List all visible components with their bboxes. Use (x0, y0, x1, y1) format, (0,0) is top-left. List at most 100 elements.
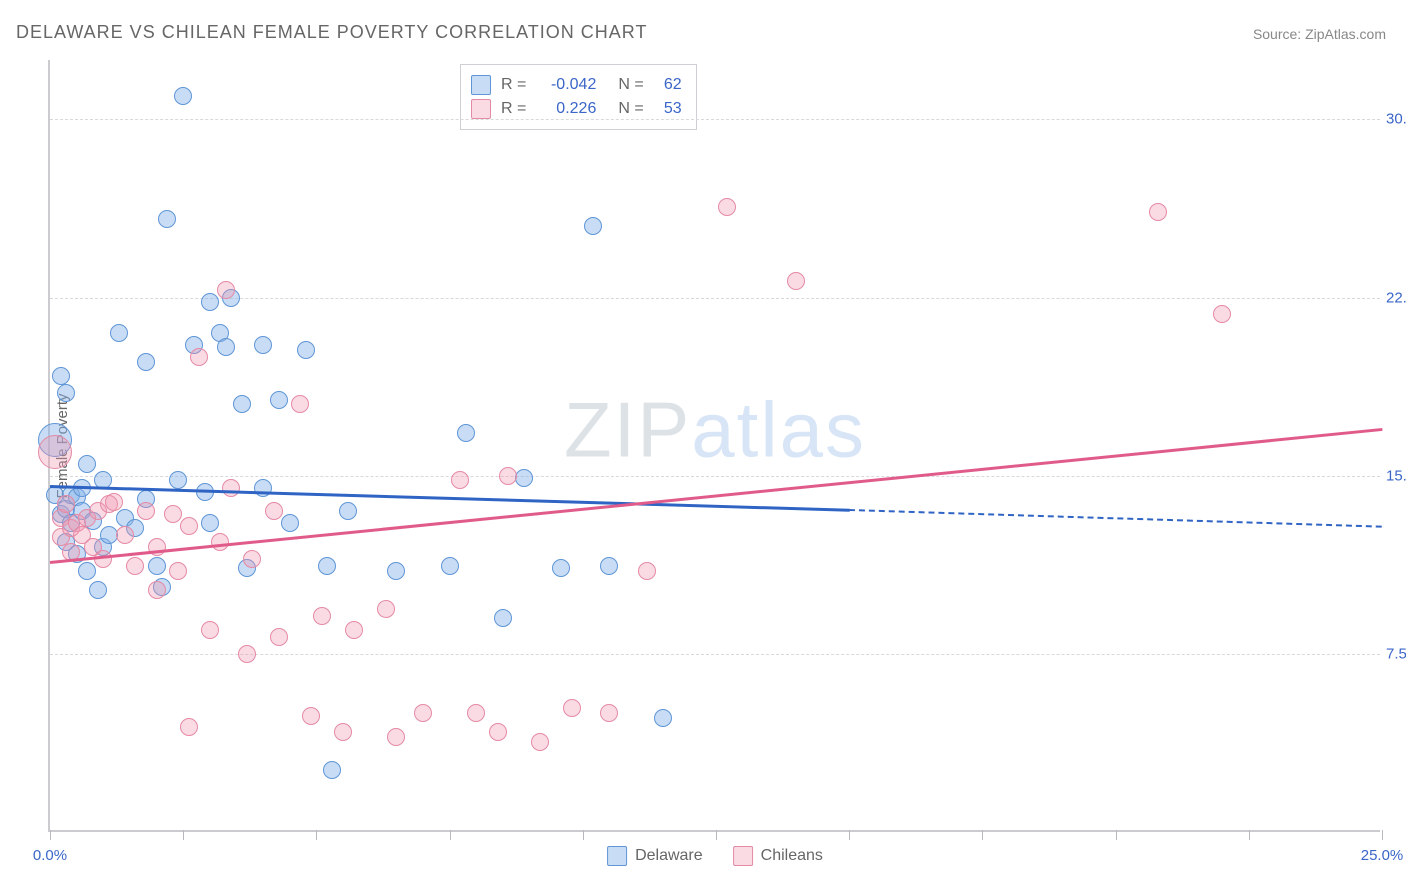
x-tick-label: 0.0% (33, 847, 67, 864)
x-tick (50, 830, 51, 840)
stats-legend-row: R = -0.042 N = 62 (471, 73, 682, 97)
delaware-point (57, 384, 75, 402)
chileans-point (291, 395, 309, 413)
chileans-point (334, 723, 352, 741)
chileans-point (467, 704, 485, 722)
plot-wrap: Female Poverty ZIPatlas R =-0.042N =62R … (48, 60, 1380, 832)
delaware-point (169, 471, 187, 489)
chileans-point (243, 550, 261, 568)
chileans-point (126, 557, 144, 575)
chileans-point (600, 704, 618, 722)
delaware-point (318, 557, 336, 575)
delaware-point (270, 391, 288, 409)
chileans-point (201, 621, 219, 639)
scatter-plot: ZIPatlas R =-0.042N =62R =0.226N =53 Del… (48, 60, 1380, 832)
chileans-point (563, 699, 581, 717)
grid-line (50, 476, 1380, 477)
delaware-point (78, 562, 96, 580)
chileans-point (718, 198, 736, 216)
delaware-point (78, 455, 96, 473)
r-label: R = (501, 100, 526, 118)
chileans-point (270, 628, 288, 646)
delaware-point (201, 293, 219, 311)
delaware-point (158, 210, 176, 228)
delaware-point (441, 557, 459, 575)
delaware-point (600, 557, 618, 575)
watermark-atlas: atlas (691, 385, 866, 473)
n-label: N = (618, 100, 643, 118)
x-tick (183, 830, 184, 840)
n-value: 62 (654, 76, 682, 94)
source-attribution: Source: ZipAtlas.com (1253, 26, 1386, 42)
r-value: -0.042 (536, 76, 596, 94)
trend-chileans (50, 428, 1382, 564)
delaware-point (515, 469, 533, 487)
chileans-point (211, 533, 229, 551)
chileans-point (148, 581, 166, 599)
n-value: 53 (654, 100, 682, 118)
chileans-point (169, 562, 187, 580)
x-tick (1249, 830, 1250, 840)
n-label: N = (618, 76, 643, 94)
x-tick (583, 830, 584, 840)
chileans-point (180, 517, 198, 535)
delaware-point (217, 338, 235, 356)
chart-title: DELAWARE VS CHILEAN FEMALE POVERTY CORRE… (16, 22, 647, 43)
y-tick-label: 22.5% (1386, 289, 1406, 306)
chileans-point (57, 495, 75, 513)
x-tick (982, 830, 983, 840)
watermark-zip: ZIP (564, 385, 691, 473)
pink-swatch-icon (471, 99, 491, 119)
chileans-point (489, 723, 507, 741)
chileans-point (38, 435, 72, 469)
delaware-point (201, 514, 219, 532)
chart-page: DELAWARE VS CHILEAN FEMALE POVERTY CORRE… (0, 0, 1406, 892)
y-tick-label: 7.5% (1386, 645, 1406, 662)
chileans-point (387, 728, 405, 746)
chileans-point (265, 502, 283, 520)
stats-legend-row: R = 0.226 N = 53 (471, 97, 682, 121)
legend-item: Delaware (607, 846, 703, 866)
chileans-point (217, 281, 235, 299)
blue-swatch-icon (471, 75, 491, 95)
chileans-point (105, 493, 123, 511)
x-tick (450, 830, 451, 840)
delaware-point (584, 217, 602, 235)
x-tick (849, 830, 850, 840)
legend-label: Chileans (761, 847, 823, 865)
trend-delaware-extrapolated (849, 509, 1382, 528)
delaware-point (89, 581, 107, 599)
x-tick (1382, 830, 1383, 840)
chileans-point (180, 718, 198, 736)
delaware-point (148, 557, 166, 575)
legend-label: Delaware (635, 847, 703, 865)
legend-item: Chileans (733, 846, 823, 866)
x-tick (716, 830, 717, 840)
grid-line (50, 119, 1380, 120)
chileans-point (313, 607, 331, 625)
delaware-point (174, 87, 192, 105)
chileans-point (238, 645, 256, 663)
chileans-point (787, 272, 805, 290)
chileans-point (638, 562, 656, 580)
chileans-point (499, 467, 517, 485)
chileans-point (377, 600, 395, 618)
delaware-point (552, 559, 570, 577)
chileans-point (190, 348, 208, 366)
r-value: 0.226 (536, 100, 596, 118)
y-tick-label: 15.0% (1386, 467, 1406, 484)
chileans-point (414, 704, 432, 722)
chileans-point (531, 733, 549, 751)
delaware-point (110, 324, 128, 342)
pink-swatch-icon (733, 846, 753, 866)
x-tick (1116, 830, 1117, 840)
r-label: R = (501, 76, 526, 94)
chileans-point (222, 479, 240, 497)
y-tick-label: 30.0% (1386, 111, 1406, 128)
watermark: ZIPatlas (564, 384, 866, 475)
series-legend: Delaware Chileans (607, 846, 823, 866)
delaware-point (297, 341, 315, 359)
delaware-point (137, 353, 155, 371)
chileans-point (164, 505, 182, 523)
chileans-point (1149, 203, 1167, 221)
